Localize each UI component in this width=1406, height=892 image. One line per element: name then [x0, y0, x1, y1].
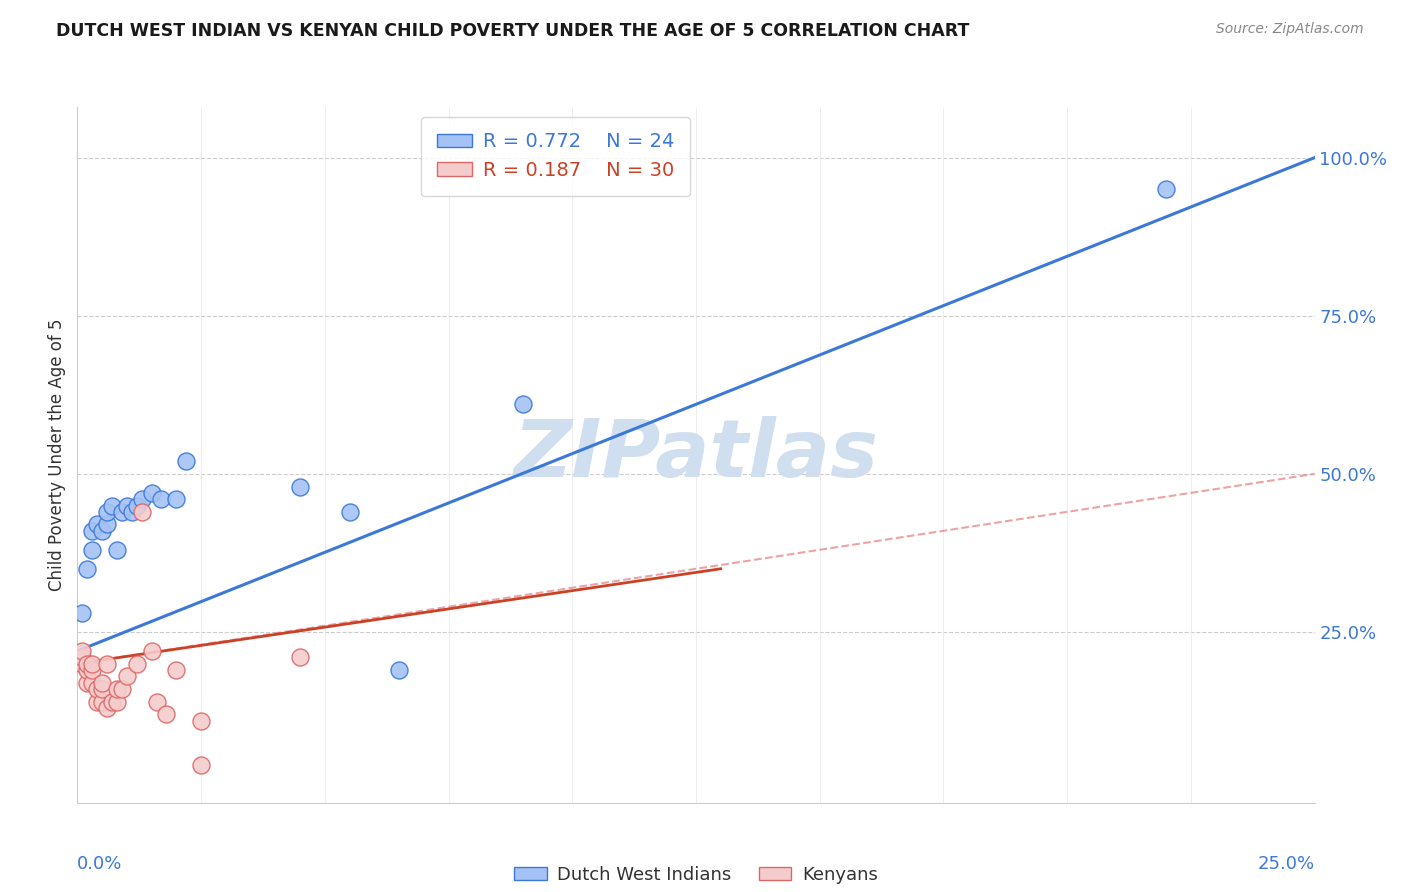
- Y-axis label: Child Poverty Under the Age of 5: Child Poverty Under the Age of 5: [48, 318, 66, 591]
- Point: [155, 707, 177, 722]
- Point: [82, 524, 104, 538]
- Point: [72, 606, 94, 620]
- Point: [121, 505, 143, 519]
- Point: [105, 695, 128, 709]
- Point: [190, 714, 212, 728]
- Legend: Dutch West Indians, Kenyans: Dutch West Indians, Kenyans: [506, 859, 886, 891]
- Point: [339, 505, 361, 519]
- Point: [174, 454, 197, 468]
- Text: Source: ZipAtlas.com: Source: ZipAtlas.com: [1216, 22, 1364, 37]
- Point: [111, 681, 134, 696]
- Point: [76, 675, 98, 690]
- Point: [150, 492, 173, 507]
- Point: [91, 524, 114, 538]
- Point: [96, 701, 118, 715]
- Point: [141, 644, 163, 658]
- Point: [512, 397, 534, 411]
- Point: [76, 657, 98, 671]
- Point: [141, 486, 163, 500]
- Point: [105, 542, 128, 557]
- Point: [1154, 182, 1177, 196]
- Point: [111, 505, 134, 519]
- Point: [125, 499, 148, 513]
- Point: [76, 663, 98, 677]
- Point: [288, 650, 311, 665]
- Point: [82, 657, 104, 671]
- Text: 0.0%: 0.0%: [77, 855, 122, 873]
- Point: [86, 517, 108, 532]
- Text: DUTCH WEST INDIAN VS KENYAN CHILD POVERTY UNDER THE AGE OF 5 CORRELATION CHART: DUTCH WEST INDIAN VS KENYAN CHILD POVERT…: [56, 22, 970, 40]
- Point: [165, 663, 187, 677]
- Text: ZIPatlas: ZIPatlas: [513, 416, 879, 494]
- Point: [91, 675, 114, 690]
- Point: [131, 492, 153, 507]
- Point: [96, 517, 118, 532]
- Point: [96, 657, 118, 671]
- Point: [101, 695, 124, 709]
- Point: [72, 657, 94, 671]
- Point: [91, 695, 114, 709]
- Point: [82, 542, 104, 557]
- Point: [82, 675, 104, 690]
- Point: [72, 644, 94, 658]
- Point: [145, 695, 167, 709]
- Point: [190, 757, 212, 772]
- Point: [76, 562, 98, 576]
- Point: [82, 663, 104, 677]
- Point: [72, 650, 94, 665]
- Point: [96, 505, 118, 519]
- Point: [165, 492, 187, 507]
- Point: [115, 669, 138, 683]
- Text: 25.0%: 25.0%: [1257, 855, 1315, 873]
- Point: [86, 681, 108, 696]
- Point: [105, 681, 128, 696]
- Point: [288, 479, 311, 493]
- Point: [388, 663, 411, 677]
- Point: [91, 681, 114, 696]
- Point: [101, 499, 124, 513]
- Point: [125, 657, 148, 671]
- Point: [131, 505, 153, 519]
- Point: [115, 499, 138, 513]
- Point: [86, 695, 108, 709]
